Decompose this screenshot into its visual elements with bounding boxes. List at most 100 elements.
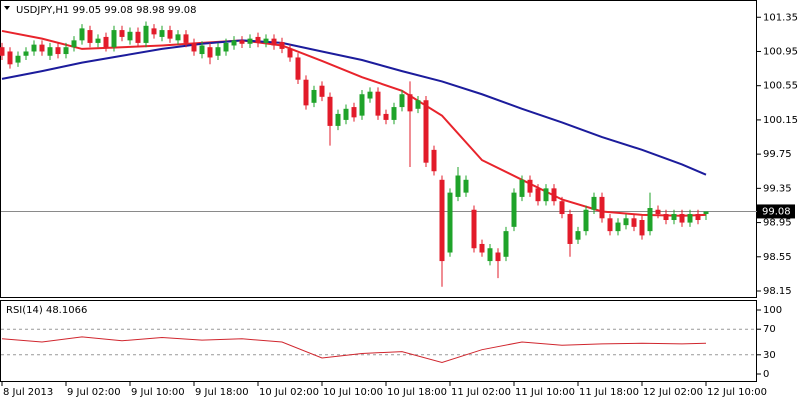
x-tick-label: 10 Jul 02:00 <box>259 387 319 398</box>
candle-body <box>383 113 389 120</box>
candle-body <box>23 51 29 56</box>
candle-body <box>175 34 181 41</box>
candle-body <box>247 38 253 44</box>
candle-body <box>495 252 501 262</box>
moving-average <box>1 39 707 176</box>
candle-body <box>15 55 21 63</box>
candle-body <box>311 89 317 103</box>
y-tick-label: 100 <box>763 305 782 316</box>
candle-body <box>0 47 5 56</box>
x-tick-label: 10 Jul 10:00 <box>323 387 383 398</box>
candle-body <box>151 28 157 35</box>
candle-body <box>511 192 517 227</box>
candle-body <box>567 214 573 244</box>
candle-body <box>87 30 93 43</box>
x-tick-label: 10 Jul 18:00 <box>387 387 447 398</box>
candle-body <box>63 47 69 55</box>
candle-body <box>103 36 109 48</box>
candle-body <box>223 42 229 52</box>
candle-body <box>367 91 373 99</box>
candle-body <box>623 218 629 226</box>
candle-body <box>439 179 445 262</box>
candle-body <box>263 38 269 43</box>
y-tick-label: 99.75 <box>763 149 792 160</box>
candle-body <box>535 188 541 202</box>
candle-body <box>303 79 309 106</box>
last-price-box <box>757 204 795 219</box>
candle-body <box>479 243 485 253</box>
candle-body <box>391 107 397 120</box>
candle-body <box>543 188 549 202</box>
candle-body <box>631 218 637 227</box>
candle-body <box>127 31 133 41</box>
candle-body <box>55 47 61 55</box>
candle-body <box>655 209 661 215</box>
y-tick-label: 101.35 <box>763 12 798 23</box>
candle-body <box>471 209 477 249</box>
last-price-label: 99.08 <box>762 206 791 217</box>
candle-body <box>327 96 333 126</box>
candle-body <box>447 192 453 253</box>
candle-body <box>527 179 533 193</box>
candle-body <box>319 85 325 97</box>
candle-body <box>463 179 469 193</box>
candle-body <box>503 231 509 257</box>
x-tick-label: 12 Jul 02:00 <box>643 387 703 398</box>
candle-body <box>375 91 381 116</box>
candle-body <box>71 40 77 48</box>
candle-body <box>431 149 437 172</box>
candle-body <box>239 40 245 44</box>
y-tick-label: 30 <box>763 350 776 361</box>
y-tick-label: 98.15 <box>763 286 792 297</box>
candle-body <box>279 42 285 49</box>
candle-body <box>135 31 141 43</box>
y-tick-label: 98.95 <box>763 218 792 229</box>
candle-body <box>191 42 197 52</box>
candle-body <box>79 28 85 41</box>
candle-body <box>7 51 13 65</box>
rsi-panel <box>0 300 757 382</box>
candle-body <box>31 44 37 52</box>
candle-body <box>639 220 645 236</box>
y-tick-label: 100.95 <box>763 46 798 57</box>
x-tick-label: 9 Jul 18:00 <box>195 387 249 398</box>
candle-body <box>551 188 557 202</box>
y-tick-label: 99.35 <box>763 183 792 194</box>
y-tick-label: 98.55 <box>763 252 792 263</box>
x-tick-label: 9 Jul 02:00 <box>67 387 121 398</box>
candle-body <box>295 57 301 80</box>
x-tick-label: 8 Jul 2013 <box>3 387 53 398</box>
candle-body <box>423 100 429 163</box>
candle-body <box>119 30 125 37</box>
candle-body <box>487 248 493 262</box>
candle-body <box>599 196 605 219</box>
candle-body <box>167 30 173 39</box>
candle-body <box>351 107 357 118</box>
y-tick-label: 70 <box>763 324 776 335</box>
candle-body <box>287 48 293 58</box>
candle-body <box>183 34 189 43</box>
candle-body <box>671 214 677 221</box>
candle-body <box>583 209 589 232</box>
candle-body <box>143 25 149 43</box>
candle-body <box>255 36 261 43</box>
chart-title: USDJPY,H1 99.05 99.08 98.98 99.08 <box>16 5 197 16</box>
candle-body <box>359 94 365 116</box>
x-tick-label: 12 Jul 10:00 <box>707 387 767 398</box>
candle-body <box>519 179 525 197</box>
candle-body <box>215 47 221 56</box>
candle-body <box>159 30 165 37</box>
candle-body <box>679 214 685 223</box>
candle-body <box>647 208 653 232</box>
candle-body <box>695 214 701 221</box>
candle-body <box>207 47 213 58</box>
x-tick-label: 11 Jul 10:00 <box>515 387 575 398</box>
candle-body <box>415 100 421 109</box>
rsi-line <box>1 336 707 364</box>
candle-body <box>335 113 341 126</box>
x-tick-label: 11 Jul 18:00 <box>579 387 639 398</box>
candle-body <box>687 214 693 223</box>
y-tick-label: 100.15 <box>763 115 798 126</box>
y-tick-label: 0 <box>763 369 769 380</box>
